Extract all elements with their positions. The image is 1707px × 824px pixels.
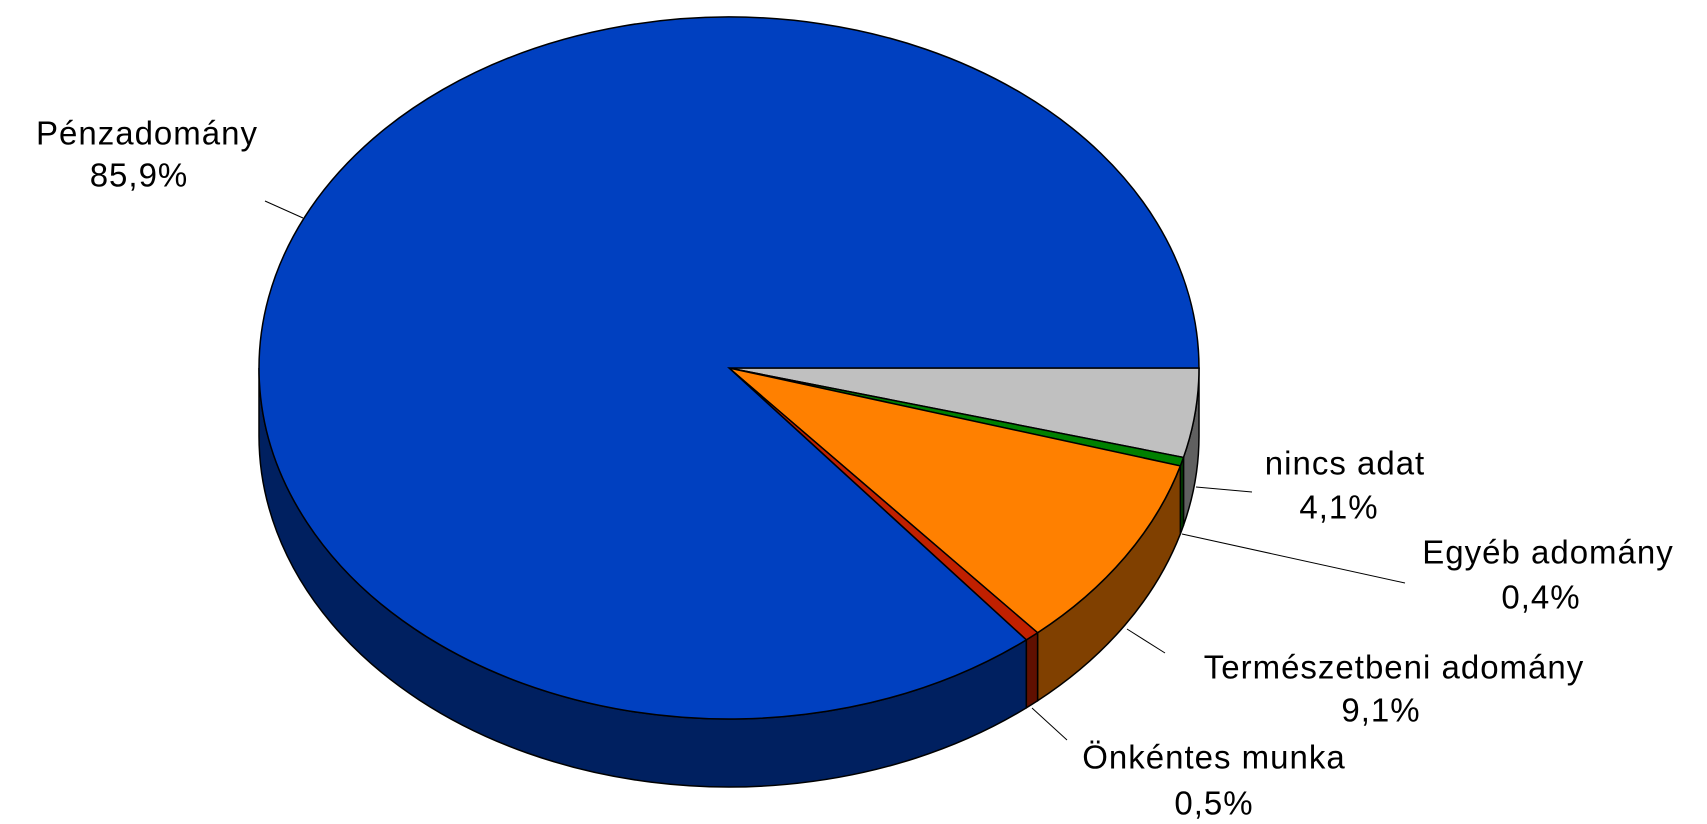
slice-value-label: 85,9% (90, 157, 189, 194)
leader-line (1181, 533, 1406, 584)
leader-line (1126, 628, 1166, 654)
slice-value-label: 0,5% (1174, 785, 1253, 822)
slice-label: Természetbeni adomány (1204, 649, 1585, 686)
pie-slice (728, 367, 1182, 634)
slice-value-label: 0,4% (1501, 579, 1580, 616)
leader-line (264, 200, 304, 219)
slice-label: Egyéb adomány (1422, 534, 1674, 571)
slice-label: Pénzadomány (36, 115, 258, 152)
slice-value-label: 9,1% (1341, 692, 1420, 729)
slice-label: nincs adat (1265, 445, 1425, 482)
leader-line (1195, 486, 1253, 493)
pie-slice-side (1025, 631, 1039, 710)
slice-value-label: 4,1% (1299, 489, 1378, 526)
slice-label: Önkéntes munka (1082, 739, 1345, 776)
pie-slice (258, 16, 1200, 720)
leader-line (1031, 707, 1068, 741)
